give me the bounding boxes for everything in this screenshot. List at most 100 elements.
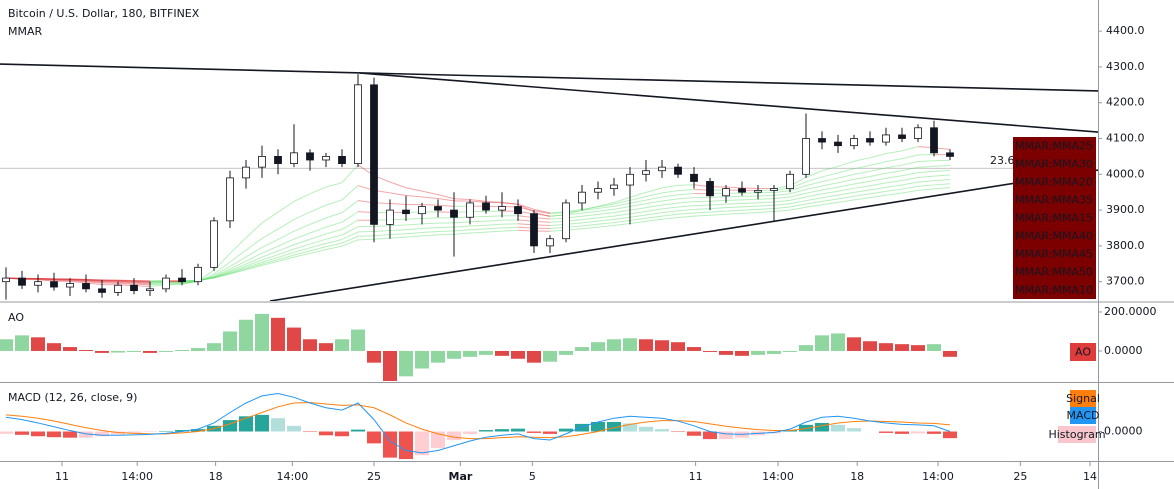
histogram-bar bbox=[223, 420, 237, 432]
ribbon-segment bbox=[901, 177, 919, 181]
histogram-bar bbox=[815, 422, 829, 432]
ribbon-segment bbox=[597, 215, 615, 219]
candle-body bbox=[418, 206, 426, 215]
ao-bar bbox=[575, 347, 589, 351]
histogram-bar bbox=[479, 430, 493, 432]
ao-bar bbox=[767, 350, 781, 354]
ribbon-segment bbox=[629, 214, 647, 218]
legend-label: MMAR:MMA45 bbox=[1015, 248, 1093, 261]
ao-bar bbox=[63, 347, 77, 351]
ribbon-segment bbox=[789, 200, 807, 205]
histogram-bar bbox=[95, 431, 109, 437]
ao-bar bbox=[559, 350, 573, 355]
ribbon-segment bbox=[261, 259, 279, 265]
ao-bar bbox=[879, 343, 893, 351]
ribbon-segment bbox=[677, 215, 695, 219]
ribbon-segment bbox=[773, 206, 791, 209]
ribbon-segment bbox=[773, 199, 791, 203]
ao-bar bbox=[111, 350, 125, 353]
ribbon-segment bbox=[341, 219, 359, 230]
ribbon-segment bbox=[661, 184, 679, 189]
ribbon-segment bbox=[613, 209, 631, 214]
ribbon-segment bbox=[725, 202, 743, 205]
ribbon-segment bbox=[581, 220, 599, 224]
histogram-bar bbox=[463, 431, 477, 434]
ao-bar bbox=[223, 331, 237, 351]
ribbon-segment bbox=[373, 230, 391, 233]
ribbon-segment bbox=[37, 278, 55, 280]
ribbon-segment bbox=[325, 199, 343, 206]
ribbon-segment bbox=[869, 161, 887, 166]
ribbon-segment bbox=[325, 228, 343, 235]
ao-bar bbox=[639, 339, 653, 351]
ribbon-segment bbox=[821, 190, 839, 195]
ribbon-segment bbox=[709, 207, 727, 210]
ribbon-segment bbox=[277, 254, 295, 261]
ribbon-segment bbox=[613, 213, 631, 217]
ribbon-segment bbox=[613, 206, 631, 210]
ribbon-segment bbox=[773, 196, 791, 200]
ao-bar bbox=[303, 339, 317, 351]
ribbon-segment bbox=[661, 202, 679, 206]
ao-bar bbox=[367, 350, 381, 363]
ribbon-segment bbox=[293, 232, 311, 240]
ribbon-segment bbox=[485, 227, 503, 230]
ribbon-segment bbox=[405, 187, 423, 192]
ribbon-segment bbox=[677, 201, 695, 204]
ribbon-segment bbox=[629, 196, 647, 201]
ribbon-segment bbox=[277, 230, 295, 240]
ao-bar bbox=[431, 350, 445, 363]
ao-bar bbox=[271, 317, 285, 351]
ribbon-segment bbox=[709, 210, 727, 213]
ribbon-segment bbox=[213, 272, 231, 279]
ribbon-segment bbox=[581, 223, 599, 227]
y-tick-label: 4300.0 bbox=[1106, 60, 1145, 73]
histogram-bar bbox=[559, 428, 573, 432]
candle-body bbox=[674, 166, 682, 175]
ribbon-segment bbox=[501, 226, 519, 229]
ribbon-segment bbox=[37, 278, 55, 281]
candle-body bbox=[18, 277, 26, 286]
ribbon-segment bbox=[885, 164, 903, 169]
ribbon-segment bbox=[837, 187, 855, 192]
ribbon-segment bbox=[853, 180, 871, 185]
ao-bar bbox=[127, 350, 141, 352]
symbol-title: Bitcoin / U.S. Dollar, 180, BITFINEX bbox=[8, 7, 200, 20]
ao-bar bbox=[0, 339, 13, 351]
ao-bar bbox=[943, 350, 957, 357]
candle-body bbox=[498, 206, 506, 211]
ribbon-segment bbox=[469, 198, 487, 202]
histogram-bar bbox=[319, 431, 333, 436]
ribbon-segment bbox=[261, 245, 279, 254]
ribbon-segment bbox=[69, 278, 87, 281]
price-panel bbox=[0, 63, 1098, 301]
ribbon-segment bbox=[805, 189, 823, 194]
candle-body bbox=[786, 173, 794, 190]
ribbon-segment bbox=[837, 160, 855, 167]
ribbon-segment bbox=[693, 204, 711, 207]
ribbon-segment bbox=[693, 214, 711, 217]
ao-bar bbox=[671, 342, 685, 351]
ribbon-segment bbox=[661, 217, 679, 220]
candle-body bbox=[594, 188, 602, 193]
trend-line bbox=[359, 72, 1098, 133]
ribbon-segment bbox=[645, 204, 663, 209]
ribbon-segment bbox=[405, 223, 423, 226]
ribbon-segment bbox=[901, 166, 919, 172]
ribbon-segment bbox=[613, 216, 631, 220]
ribbon-segment bbox=[805, 197, 823, 202]
ribbon-segment bbox=[69, 279, 87, 281]
ribbon-segment bbox=[853, 157, 871, 162]
ribbon-segment bbox=[533, 211, 551, 218]
ao-bar bbox=[495, 350, 509, 356]
candle-body bbox=[226, 177, 234, 222]
candle-body bbox=[178, 277, 186, 283]
ribbon-segment bbox=[501, 201, 519, 205]
ao-bar bbox=[319, 343, 333, 351]
ribbon-segment bbox=[677, 212, 695, 215]
ribbon-segment bbox=[261, 254, 279, 261]
ribbon-segment bbox=[933, 164, 951, 167]
ao-badge bbox=[1070, 343, 1096, 361]
ribbon-segment bbox=[677, 208, 695, 212]
ribbon-segment bbox=[85, 279, 103, 281]
